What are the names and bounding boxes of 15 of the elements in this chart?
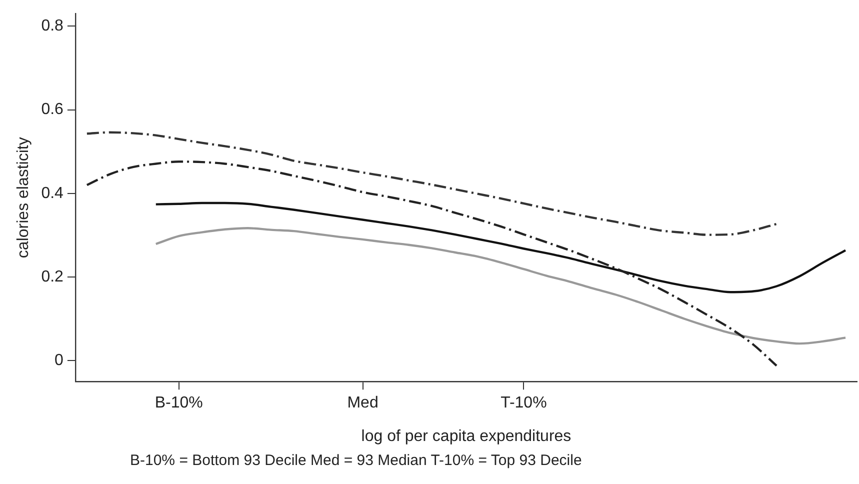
x-tick-label: Med: [347, 394, 378, 412]
y-tick-label: 0.2: [41, 268, 64, 286]
line-series: [86, 131, 778, 236]
y-axis-title: calories elasticity: [15, 137, 32, 258]
x-axis-title: log of per capita expenditures: [361, 428, 572, 445]
y-tick-label: 0: [54, 352, 64, 370]
line-series: [154, 202, 847, 294]
line-series: [154, 227, 847, 345]
text: B-10% = Bottom 93 Decile Med = 93 Median T-10% = Top 93 Decile: [130, 452, 582, 469]
x-tick-label: T-10%: [500, 394, 547, 412]
y-tick-label: 0.4: [41, 184, 64, 202]
y-tick-label: 0.6: [41, 101, 64, 118]
x-tick-label: B-10%: [154, 394, 203, 412]
y-tick-label: 0.8: [41, 18, 64, 35]
line-series: [86, 160, 778, 367]
